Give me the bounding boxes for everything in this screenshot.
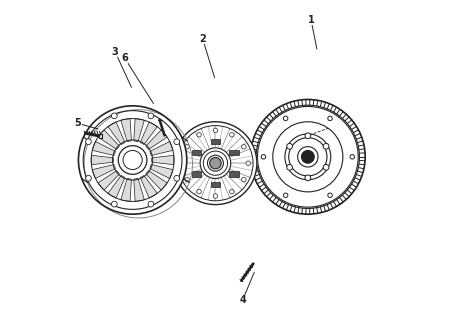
- Circle shape: [185, 145, 189, 149]
- FancyBboxPatch shape: [230, 172, 239, 177]
- Polygon shape: [140, 175, 157, 198]
- Circle shape: [285, 134, 331, 180]
- Polygon shape: [98, 171, 119, 190]
- Text: 4: 4: [239, 295, 246, 305]
- Circle shape: [112, 113, 117, 119]
- Polygon shape: [108, 175, 125, 198]
- Text: 6: 6: [121, 53, 128, 63]
- Circle shape: [230, 189, 234, 194]
- Circle shape: [78, 106, 187, 214]
- Polygon shape: [121, 119, 131, 142]
- Circle shape: [302, 150, 314, 163]
- Circle shape: [200, 148, 231, 179]
- Polygon shape: [140, 122, 157, 145]
- Polygon shape: [92, 141, 116, 156]
- Circle shape: [86, 175, 91, 181]
- Circle shape: [112, 201, 117, 207]
- Circle shape: [174, 175, 180, 181]
- Circle shape: [261, 155, 266, 159]
- Circle shape: [305, 175, 310, 181]
- Polygon shape: [150, 141, 173, 156]
- FancyBboxPatch shape: [211, 182, 220, 188]
- Circle shape: [350, 155, 355, 159]
- Circle shape: [328, 193, 332, 197]
- Polygon shape: [150, 164, 173, 179]
- FancyBboxPatch shape: [230, 150, 239, 155]
- Circle shape: [180, 161, 185, 165]
- Circle shape: [242, 177, 246, 182]
- Circle shape: [251, 100, 365, 214]
- Polygon shape: [134, 119, 144, 142]
- Circle shape: [213, 128, 218, 132]
- Circle shape: [257, 107, 358, 207]
- Circle shape: [197, 132, 201, 137]
- Polygon shape: [146, 130, 167, 149]
- Circle shape: [246, 161, 251, 165]
- Circle shape: [284, 116, 288, 121]
- FancyBboxPatch shape: [211, 139, 220, 144]
- Circle shape: [86, 139, 91, 145]
- Circle shape: [305, 133, 310, 139]
- Circle shape: [287, 143, 292, 149]
- Circle shape: [185, 177, 189, 182]
- Circle shape: [174, 122, 257, 204]
- FancyBboxPatch shape: [192, 172, 202, 177]
- Polygon shape: [92, 164, 116, 179]
- Polygon shape: [134, 178, 144, 201]
- Circle shape: [287, 164, 292, 170]
- FancyBboxPatch shape: [192, 150, 202, 155]
- Circle shape: [174, 139, 180, 145]
- Polygon shape: [108, 122, 125, 145]
- Circle shape: [148, 201, 154, 207]
- Text: 1: 1: [308, 15, 315, 25]
- Polygon shape: [152, 155, 174, 165]
- Circle shape: [197, 189, 201, 194]
- Circle shape: [210, 157, 221, 169]
- Text: 5: 5: [74, 118, 81, 128]
- Circle shape: [328, 116, 332, 121]
- Polygon shape: [146, 171, 167, 190]
- Polygon shape: [91, 155, 113, 165]
- Circle shape: [242, 145, 246, 149]
- Circle shape: [323, 143, 329, 149]
- Circle shape: [323, 164, 329, 170]
- Circle shape: [284, 193, 288, 197]
- Circle shape: [230, 132, 234, 137]
- Polygon shape: [98, 130, 119, 149]
- Text: 2: 2: [199, 34, 206, 44]
- Polygon shape: [121, 178, 131, 201]
- Text: 3: 3: [112, 47, 118, 57]
- Circle shape: [213, 194, 218, 198]
- Circle shape: [148, 113, 154, 119]
- Circle shape: [118, 146, 147, 174]
